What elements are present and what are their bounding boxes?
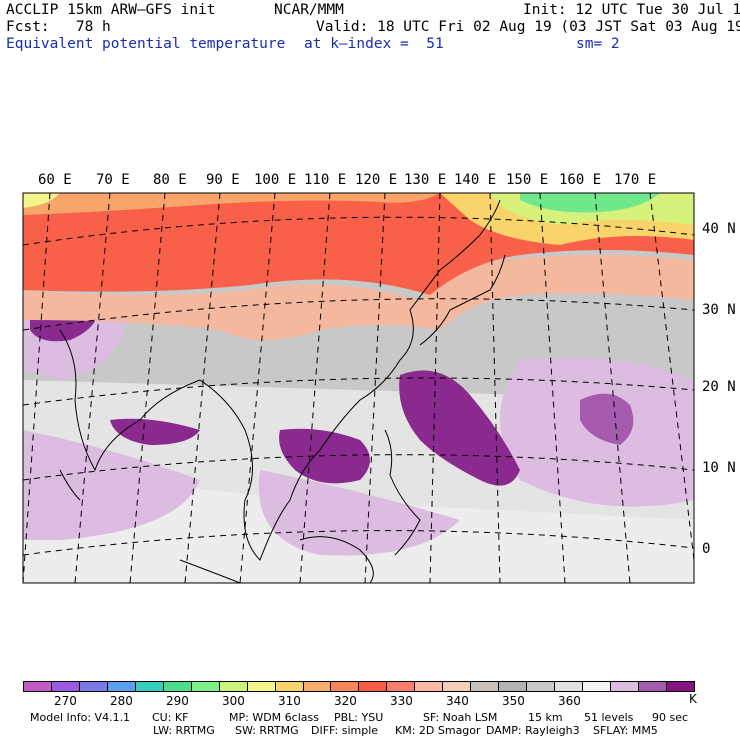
lon-label-150: 150 E [506,172,549,188]
field-yellow-west [23,193,60,208]
colorbar-swatch-22 [637,682,666,691]
colorbar-swatch-3 [106,682,135,691]
coastlines [59,199,506,583]
init-time: Init: 12 UTC Tue 30 Jul 19 [523,2,740,18]
graticule [23,193,694,583]
colorbar-swatch-15 [442,682,471,691]
colorbar-tick-320: 320 [334,694,357,708]
lon-label-100: 100 E [254,172,297,188]
model-info-diff: DIFF: simple [311,724,379,737]
level-label: at k–index = 51 [304,36,444,52]
field-green-north [520,193,660,213]
model-info-timestep: 90 sec [652,711,689,724]
coastline-japan [419,254,506,346]
lon-label-110: 110 E [304,172,347,188]
colorbar-swatch-1 [50,682,79,691]
model-info-levels: 51 levels [584,711,634,724]
lat-label-10: 10 N [702,460,736,476]
colorbar-swatch-13 [386,682,415,691]
field-purple-east [580,393,634,445]
smoothing-label: sm= 2 [576,36,620,52]
colorbar-swatch-5 [162,682,191,691]
colorbar-swatch-18 [526,682,555,691]
model-info-version: Model Info: V4.1.1 [30,711,131,724]
lat-label-20: 20 N [702,379,736,395]
lon-label-120: 120 E [355,172,398,188]
model-info-sflay: SFLAY: MM5 [593,724,658,737]
lon-label-170: 170 E [614,172,657,188]
model-info-pbl: PBL: YSU [334,711,384,724]
coastline-borneo [299,536,374,583]
lon-label-80: 80 E [153,172,187,188]
model-info-sf: SF: Noah LSM [423,711,498,724]
model-info-resolution: 15 km [528,711,563,724]
field-purple-bay [110,418,200,445]
lon-label-160: 160 E [559,172,602,188]
colorbar-tick-290: 290 [166,694,189,708]
model-info-mp: MP: WDM 6class [229,711,319,724]
lon-label-130: 130 E [404,172,447,188]
colorbar-swatch-20 [582,682,611,691]
colorbar-tick-270: 270 [54,694,77,708]
colorbar-tick-340: 340 [446,694,469,708]
lon-line-170 [649,193,694,561]
coastline-sumatra [179,559,241,583]
colorbar-tick-360: 360 [558,694,581,708]
colorbar-swatch-16 [470,682,499,691]
lat-label-0: 0 [702,541,711,557]
lat-label-40: 40 N [702,221,736,237]
colorbar-swatch-19 [554,682,583,691]
colorbar-tick-310: 310 [278,694,301,708]
colorbar-swatch-6 [190,682,219,691]
colorbar-swatch-9 [274,682,303,691]
colorbar-swatch-21 [610,682,638,691]
model-title: ACCLIP 15km ARW–GFS init [6,2,216,18]
field-lavender-west [23,430,200,540]
field-salmon-band [23,255,694,340]
colorbar-swatch-8 [246,682,275,691]
field-name: Equivalent potential temperature [6,36,286,52]
field-orange-north [23,193,440,215]
organization-label: NCAR/MMM [274,2,344,18]
colorbar-tick-350: 350 [502,694,525,708]
colorbar-unit: K [689,692,697,706]
forecast-hour: Fcst: 78 h [6,19,111,35]
colorbar-tick-300: 300 [222,694,245,708]
map-field [23,193,694,583]
lon-label-60: 60 E [38,172,72,188]
colorbar-swatch-7 [218,682,247,691]
lon-label-70: 70 E [96,172,130,188]
coastline-srilanka [59,469,81,501]
colorbar-swatch-2 [78,682,107,691]
colorbar [23,681,695,692]
model-info-damp: DAMP: Rayleigh3 [486,724,580,737]
colorbar-swatch-12 [358,682,387,691]
colorbar-swatch-17 [498,682,527,691]
model-info-sw: SW: RRTMG [235,724,299,737]
colorbar-swatch-10 [302,682,331,691]
lat-label-30: 30 N [702,302,736,318]
colorbar-swatch-0 [24,682,51,691]
colorbar-swatch-14 [414,682,443,691]
coastline-philippines [384,429,421,556]
model-info-km: KM: 2D Smagor [395,724,481,737]
map-frame [22,192,695,584]
model-info-cu: CU: KF [152,711,189,724]
colorbar-swatch-4 [134,682,163,691]
model-info-lw: LW: RRTMG [153,724,215,737]
colorbar-tick-280: 280 [110,694,133,708]
colorbar-swatch-11 [330,682,359,691]
colorbar-swatch-23 [665,682,694,691]
lon-label-90: 90 E [206,172,240,188]
lon-label-140: 140 E [454,172,497,188]
field-purple-pacific [399,370,520,486]
field-lavender-central [258,470,460,556]
coastline-asia [59,199,501,561]
valid-time: Valid: 18 UTC Fri 02 Aug 19 (03 JST Sat … [316,19,740,35]
colorbar-tick-330: 330 [390,694,413,708]
